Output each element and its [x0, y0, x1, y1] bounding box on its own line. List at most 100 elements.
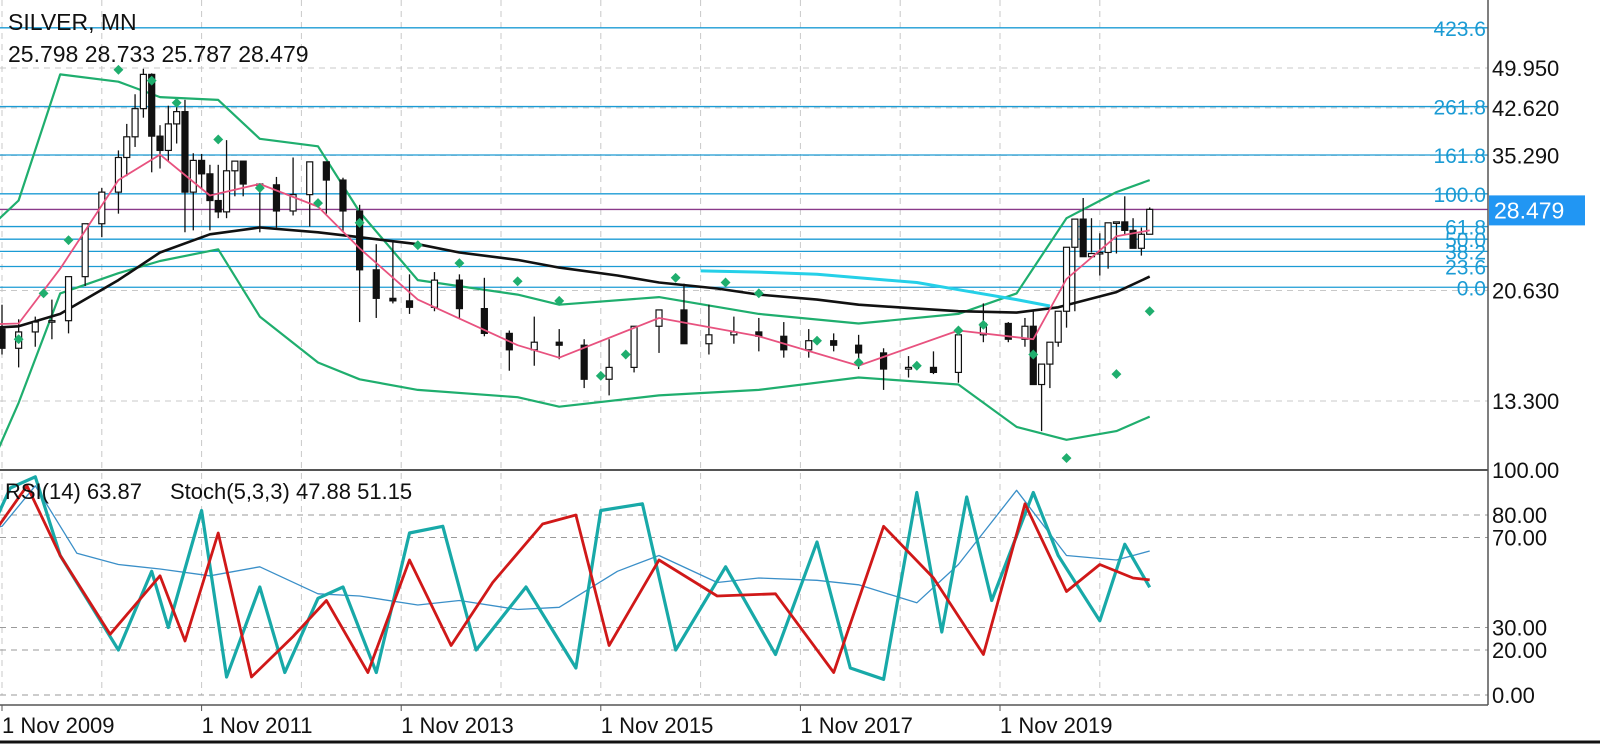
bollinger-lower-line	[0, 248, 1151, 449]
candle-body[interactable]	[289, 194, 297, 212]
price-tick-label: 42.620	[1492, 96, 1559, 121]
candle-body[interactable]	[1037, 363, 1046, 386]
candle-body[interactable]	[372, 269, 380, 299]
candle-body[interactable]	[480, 308, 488, 334]
time-tick-label: 1 Nov 2011	[202, 713, 313, 738]
parabolic-sar-dot	[313, 198, 323, 209]
candle-body[interactable]	[131, 108, 139, 138]
candle-body[interactable]	[855, 344, 863, 354]
candle-body[interactable]	[1137, 233, 1145, 249]
candle-body[interactable]	[272, 184, 281, 212]
candle-body[interactable]	[0, 328, 6, 349]
candle-body[interactable]	[322, 161, 330, 181]
candle-body[interactable]	[1121, 221, 1129, 231]
parabolic-sar-dot	[1144, 306, 1155, 317]
candle-body[interactable]	[1112, 221, 1121, 224]
ma-long-line	[0, 226, 1151, 329]
fib-level-label: 38.2	[1445, 241, 1486, 264]
candle-body[interactable]	[555, 341, 563, 346]
parabolic-sar-dot	[63, 235, 74, 246]
candle-body[interactable]	[1054, 310, 1062, 343]
candle-body[interactable]	[114, 156, 123, 193]
candle-body[interactable]	[904, 366, 913, 370]
candle-body[interactable]	[805, 340, 813, 351]
time-tick-label: 1 Nov 2019	[1000, 713, 1113, 738]
candle-body[interactable]	[98, 191, 106, 225]
candle-body[interactable]	[1079, 218, 1087, 258]
candle-body[interactable]	[206, 173, 214, 202]
cyan-trend-line	[700, 269, 1051, 308]
parabolic-sar-dot	[595, 370, 606, 381]
candle-body[interactable]	[389, 297, 397, 302]
candle-body[interactable]	[48, 320, 56, 323]
candle-body[interactable]	[605, 366, 613, 380]
fibonacci-levels[interactable]: 423.6 261.8 161.8 100.0 61.850.038.223.60.0	[0, 18, 1488, 300]
parabolic-sar-dot	[911, 360, 922, 371]
parabolic-sar-dot	[812, 335, 822, 346]
candle-body[interactable]	[830, 340, 838, 346]
price-tick-label: 49.950	[1492, 56, 1559, 81]
candle-body[interactable]	[680, 309, 688, 345]
fib-level-label: 61.8	[1445, 217, 1486, 240]
candle-body[interactable]	[181, 111, 189, 193]
candle-body[interactable]	[306, 161, 314, 196]
indicator-tick-label: 100.00	[1492, 458, 1559, 483]
candle-body[interactable]	[1021, 325, 1029, 340]
candle-body[interactable]	[81, 223, 89, 278]
candle-body[interactable]	[231, 160, 239, 172]
parabolic-sar-dot	[1111, 369, 1122, 380]
parabolic-sar-dot	[454, 258, 465, 269]
candle-body[interactable]	[64, 276, 73, 322]
time-tick-label: 1 Nov 2017	[800, 713, 913, 738]
parabolic-sar-dot	[38, 288, 49, 299]
candle-body[interactable]	[405, 300, 414, 308]
parabolic-sar-dot	[670, 272, 681, 283]
candle-body[interactable]	[139, 73, 147, 110]
time-tick-label: 1 Nov 2015	[601, 713, 714, 738]
candle-body[interactable]	[1046, 341, 1054, 365]
candle-body[interactable]	[954, 334, 963, 374]
candle-body[interactable]	[356, 210, 364, 271]
parabolic-sar-dot	[554, 295, 565, 306]
candle-body[interactable]	[164, 123, 172, 152]
candle-body[interactable]	[1129, 229, 1137, 249]
candle-body[interactable]	[1071, 218, 1079, 248]
candle-body[interactable]	[214, 199, 222, 213]
candle-body[interactable]	[630, 325, 638, 368]
candle-body[interactable]	[580, 344, 588, 380]
candle-body[interactable]	[239, 160, 247, 185]
candle-body[interactable]	[455, 279, 464, 310]
candle-body[interactable]	[173, 111, 181, 125]
candle-body[interactable]	[123, 136, 131, 159]
stoch-label: Stoch(5,3,3) 47.88 51.15	[170, 479, 412, 504]
candle-body[interactable]	[1104, 222, 1112, 254]
stoch-d-line	[0, 484, 1150, 679]
rsi-line	[0, 485, 1150, 611]
candle-body[interactable]	[929, 366, 938, 374]
candle-body[interactable]	[31, 321, 39, 333]
price-pane[interactable]	[0, 64, 1488, 517]
indicator-tick-label: 20.00	[1492, 638, 1547, 663]
last-price-label: 28.479	[1494, 197, 1564, 223]
candle-body[interactable]	[339, 179, 347, 212]
candle-body[interactable]	[705, 334, 713, 345]
price-tick-label: 13.300	[1492, 389, 1559, 414]
parabolic-sar-dot	[146, 75, 157, 86]
fib-level-label: 261.8	[1433, 97, 1486, 120]
candle-body[interactable]	[156, 135, 164, 152]
fib-level-label: 23.6	[1445, 256, 1486, 279]
indicator-pane[interactable]	[0, 475, 1152, 681]
candle-body[interactable]	[1004, 322, 1012, 340]
parabolic-sar-dot	[753, 288, 764, 299]
candle-body[interactable]	[1146, 208, 1154, 235]
candle-body[interactable]	[879, 352, 888, 370]
candle-body[interactable]	[189, 159, 197, 193]
indicator-tick-label: 30.00	[1492, 616, 1547, 641]
candle-body[interactable]	[430, 279, 439, 308]
candle-body[interactable]	[198, 159, 206, 175]
bollinger-upper-line	[0, 73, 1151, 325]
parabolic-sar-dot	[213, 134, 224, 145]
candle-body[interactable]	[148, 73, 156, 137]
